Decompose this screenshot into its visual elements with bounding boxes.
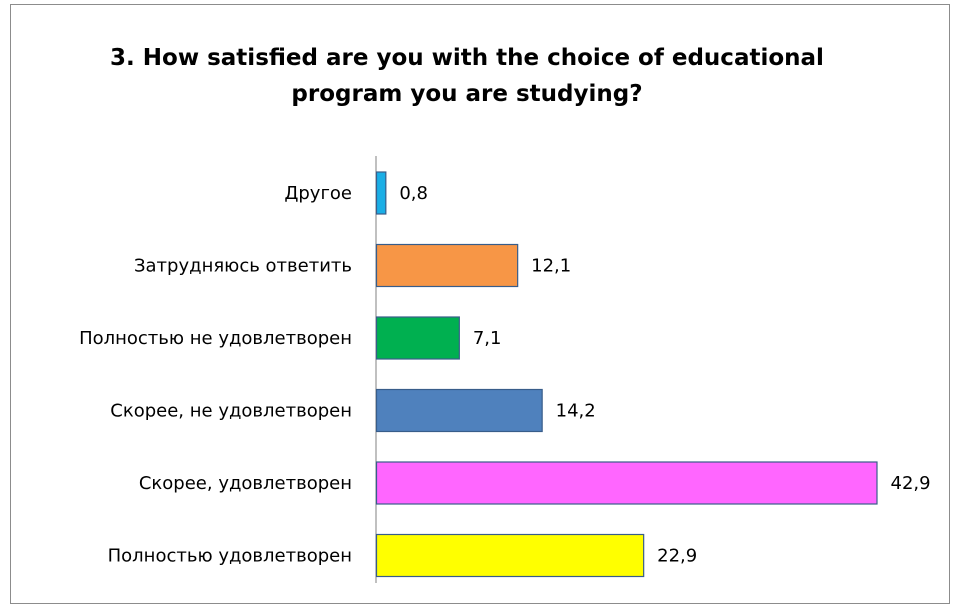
category-label: Затрудняюсь ответить bbox=[134, 256, 352, 277]
bar bbox=[375, 243, 519, 288]
bar bbox=[375, 461, 878, 505]
data-label: 12,1 bbox=[531, 256, 571, 277]
data-label: 22,9 bbox=[657, 546, 697, 567]
category-label: Скорее, не удовлетворен bbox=[110, 401, 352, 422]
data-label: 0,8 bbox=[399, 183, 428, 204]
chart-title-line-2: program you are studying? bbox=[291, 81, 643, 107]
data-label: 14,2 bbox=[556, 401, 596, 422]
bar bbox=[375, 171, 387, 215]
category-label: Полностью удовлетворен bbox=[108, 546, 352, 567]
chart-title-line-1: 3. How satisfied are you with the choice… bbox=[110, 45, 824, 71]
data-label: 42,9 bbox=[891, 473, 931, 494]
chart-title: 3. How satisfied are you with the choice… bbox=[0, 40, 934, 112]
bar bbox=[375, 533, 645, 578]
category-label: Другое bbox=[284, 183, 352, 204]
data-label: 7,1 bbox=[473, 328, 502, 349]
category-label: Полностью не удовлетворен bbox=[79, 328, 352, 349]
category-label: Скорее, удовлетворен bbox=[139, 473, 352, 494]
bar bbox=[375, 316, 460, 360]
bar-chart: Другое 0,8 Затрудняюсь ответить 12,1 Полност… bbox=[79, 156, 931, 583]
bar bbox=[375, 388, 543, 433]
